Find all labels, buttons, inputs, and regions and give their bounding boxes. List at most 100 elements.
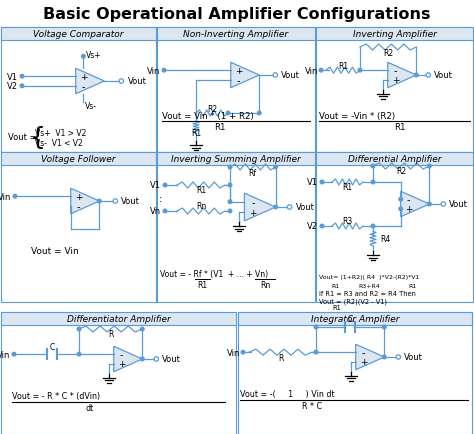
- Text: Vout = Vin * (1 + R2): Vout = Vin * (1 + R2): [162, 112, 254, 121]
- Text: -: -: [251, 197, 255, 207]
- Bar: [238, 312, 472, 434]
- Bar: [316, 28, 473, 153]
- Text: R1: R1: [408, 283, 416, 288]
- Text: Vs+  V1 > V2: Vs+ V1 > V2: [35, 128, 86, 137]
- Bar: [1, 28, 156, 41]
- Circle shape: [358, 69, 362, 73]
- Text: Vout = -(     1     ) Vin dt: Vout = -( 1 ) Vin dt: [240, 390, 335, 398]
- Circle shape: [399, 198, 402, 201]
- Circle shape: [119, 79, 124, 84]
- Text: R1: R1: [338, 62, 348, 70]
- Circle shape: [228, 210, 232, 213]
- Text: Rn: Rn: [260, 280, 270, 289]
- Circle shape: [113, 199, 118, 204]
- Circle shape: [371, 181, 375, 184]
- Text: Vin: Vin: [146, 66, 160, 76]
- Circle shape: [154, 357, 158, 362]
- Polygon shape: [401, 192, 429, 217]
- Circle shape: [228, 166, 232, 169]
- Text: Integrator Amplifier: Integrator Amplifier: [311, 314, 399, 323]
- Circle shape: [163, 184, 167, 187]
- Polygon shape: [356, 345, 384, 370]
- Circle shape: [20, 75, 24, 79]
- Bar: [316, 28, 473, 41]
- Text: Non-Inverting Amplifier: Non-Inverting Amplifier: [183, 30, 289, 39]
- Text: R * C: R * C: [302, 401, 322, 411]
- Text: Vout: Vout: [128, 77, 147, 86]
- Circle shape: [441, 202, 446, 207]
- Text: R: R: [278, 353, 283, 362]
- Circle shape: [163, 210, 167, 213]
- Circle shape: [82, 55, 85, 59]
- Text: Inverting Summing Amplifier: Inverting Summing Amplifier: [171, 155, 301, 164]
- Text: R3: R3: [342, 217, 353, 226]
- Text: Vs-  V1 < V2: Vs- V1 < V2: [35, 139, 83, 148]
- Text: -: -: [407, 195, 410, 205]
- Text: Vout: Vout: [404, 353, 423, 362]
- Text: R1: R1: [394, 122, 406, 131]
- Circle shape: [383, 326, 386, 329]
- Text: -: -: [82, 82, 85, 92]
- Text: Vs+: Vs+: [86, 51, 102, 59]
- Circle shape: [320, 181, 324, 184]
- Bar: [1, 28, 156, 153]
- Text: +: +: [405, 205, 412, 214]
- Text: R1: R1: [196, 186, 206, 195]
- Text: Vout =: Vout =: [8, 133, 36, 142]
- Text: Vout = - R * C * (dVin): Vout = - R * C * (dVin): [12, 391, 100, 401]
- Text: Differential Amplifier: Differential Amplifier: [348, 155, 441, 164]
- Circle shape: [98, 200, 101, 204]
- Polygon shape: [114, 346, 142, 372]
- Polygon shape: [76, 69, 104, 95]
- Circle shape: [241, 351, 245, 354]
- Text: +: +: [80, 72, 87, 82]
- Text: Vout = Vin: Vout = Vin: [31, 247, 79, 256]
- Text: Basic Operational Amplifier Configurations: Basic Operational Amplifier Configuratio…: [43, 7, 431, 21]
- Text: -: -: [362, 347, 365, 357]
- Circle shape: [77, 327, 81, 331]
- Text: Rn: Rn: [196, 202, 206, 211]
- Text: Vin: Vin: [305, 66, 318, 76]
- Text: -: -: [77, 201, 80, 211]
- Text: If R1 = R3 and R2 = R4 Then: If R1 = R3 and R2 = R4 Then: [319, 290, 416, 296]
- Text: R1: R1: [342, 183, 353, 192]
- Text: Vin: Vin: [0, 192, 11, 201]
- Bar: [157, 28, 315, 41]
- Text: V1: V1: [7, 72, 18, 82]
- Text: -: -: [393, 66, 397, 76]
- Text: +: +: [118, 359, 125, 368]
- Text: +: +: [235, 66, 242, 76]
- Text: Differentiator Amplifier: Differentiator Amplifier: [67, 314, 170, 323]
- Text: R1: R1: [191, 129, 201, 138]
- Text: Vout: Vout: [296, 203, 314, 212]
- Bar: [157, 153, 315, 302]
- Text: -: -: [237, 76, 240, 85]
- Text: Vout: Vout: [434, 71, 453, 80]
- Circle shape: [226, 112, 230, 115]
- Text: Vout = (R2)(V2 - V1): Vout = (R2)(V2 - V1): [319, 298, 387, 305]
- Circle shape: [257, 112, 261, 115]
- Circle shape: [314, 351, 318, 354]
- Circle shape: [428, 165, 431, 168]
- Bar: [1, 312, 236, 434]
- Circle shape: [414, 74, 418, 78]
- Bar: [316, 153, 473, 302]
- Circle shape: [426, 74, 430, 78]
- Circle shape: [396, 355, 401, 359]
- Bar: [1, 153, 156, 166]
- Circle shape: [320, 225, 324, 228]
- Text: R1: R1: [333, 304, 341, 310]
- Text: {: {: [30, 126, 46, 150]
- Text: Vin: Vin: [227, 348, 240, 357]
- Circle shape: [428, 203, 431, 206]
- Text: +: +: [249, 208, 256, 217]
- Polygon shape: [245, 194, 275, 221]
- Circle shape: [319, 69, 323, 73]
- Text: Vs-: Vs-: [85, 102, 97, 111]
- Text: Inverting Amplifier: Inverting Amplifier: [353, 30, 437, 39]
- Text: C: C: [347, 315, 353, 324]
- Text: -: -: [119, 349, 123, 359]
- Bar: [238, 312, 472, 325]
- Text: R1: R1: [331, 283, 339, 288]
- Circle shape: [13, 195, 17, 198]
